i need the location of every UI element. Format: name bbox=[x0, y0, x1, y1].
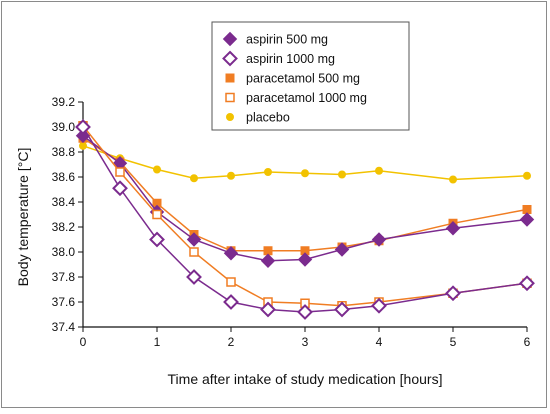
y-axis-title: Body temperature [°C] bbox=[15, 148, 31, 287]
data-point bbox=[112, 180, 128, 197]
legend-label: paracetamol 500 mg bbox=[246, 72, 360, 86]
series-line bbox=[82, 125, 528, 307]
data-point bbox=[374, 166, 383, 175]
legend: aspirin 500 mg aspirin 1000 mg paracetamol… bbox=[211, 21, 410, 131]
legend-marker bbox=[225, 73, 235, 83]
series-layer bbox=[75, 119, 535, 320]
y-tick-label: 38.0 bbox=[52, 245, 76, 259]
data-point bbox=[152, 165, 161, 174]
data-point bbox=[334, 301, 350, 318]
y-tick-label: 38.8 bbox=[52, 145, 76, 159]
x-tick-label: 0 bbox=[80, 335, 87, 349]
data-point bbox=[371, 297, 387, 314]
data-point bbox=[226, 277, 236, 287]
x-tick-label: 5 bbox=[450, 335, 457, 349]
series-placebo bbox=[79, 141, 532, 184]
series-aspirin-1000-mg bbox=[75, 119, 535, 320]
data-point bbox=[263, 167, 272, 176]
data-point bbox=[189, 247, 199, 257]
legend-label: paracetamol 1000 mg bbox=[246, 91, 367, 105]
data-point bbox=[186, 269, 202, 285]
data-point bbox=[371, 232, 387, 247]
y-tick-label: 38.2 bbox=[52, 220, 76, 234]
y-tick-label: 37.4 bbox=[52, 320, 76, 334]
data-point bbox=[337, 170, 346, 179]
y-tick-label: 39.2 bbox=[52, 95, 76, 109]
data-point bbox=[149, 231, 165, 248]
x-tick-label: 2 bbox=[228, 335, 235, 349]
x-tick-label: 6 bbox=[524, 335, 531, 349]
chart: 37.4 37.6 37.8 38.0 38.2 38.4 38.6 38.8 39.0 39.2… bbox=[15, 21, 535, 387]
axes: 37.4 37.6 37.8 38.0 38.2 38.4 38.6 38.8 39.0 39.2… bbox=[52, 95, 531, 349]
data-point bbox=[448, 175, 457, 184]
series-paracetamol-500-mg bbox=[78, 133, 532, 256]
data-point bbox=[297, 252, 313, 267]
legend-marker bbox=[222, 50, 238, 67]
data-point bbox=[523, 171, 532, 180]
data-point bbox=[445, 285, 461, 302]
data-point bbox=[75, 119, 91, 135]
legend-box bbox=[211, 21, 410, 131]
data-point bbox=[300, 169, 309, 178]
data-point bbox=[445, 221, 461, 236]
series-paracetamol-1000-mg bbox=[78, 121, 532, 311]
data-point bbox=[519, 212, 535, 227]
legend-label: aspirin 1000 mg bbox=[246, 52, 335, 66]
data-point bbox=[152, 209, 162, 220]
series-line bbox=[82, 126, 528, 313]
data-point bbox=[79, 141, 88, 150]
data-point bbox=[115, 167, 125, 177]
chart-frame: 37.4 37.6 37.8 38.0 38.2 38.4 38.6 38.8 39.0 39.2… bbox=[1, 1, 547, 408]
data-point bbox=[519, 275, 535, 292]
data-point bbox=[223, 294, 239, 310]
data-point bbox=[189, 174, 198, 183]
data-point bbox=[223, 246, 239, 261]
legend-marker bbox=[222, 31, 238, 47]
y-tick-label: 37.8 bbox=[52, 270, 76, 284]
legend-label: placebo bbox=[246, 111, 290, 125]
y-tick-label: 38.6 bbox=[52, 170, 76, 184]
data-point bbox=[297, 304, 313, 320]
legend-label: aspirin 500 mg bbox=[246, 33, 328, 47]
series-line bbox=[82, 137, 528, 252]
y-tick-label: 38.4 bbox=[52, 195, 76, 209]
x-tick-label: 4 bbox=[376, 335, 383, 349]
y-tick-label: 39.0 bbox=[52, 120, 76, 134]
series-line bbox=[82, 135, 528, 262]
data-point bbox=[260, 301, 276, 318]
data-point bbox=[334, 242, 350, 257]
legend-marker bbox=[225, 92, 235, 103]
x-tick-label: 3 bbox=[302, 335, 309, 349]
y-tick-label: 37.6 bbox=[52, 295, 76, 309]
data-point bbox=[226, 171, 235, 180]
data-point bbox=[260, 253, 276, 268]
legend-marker bbox=[225, 113, 234, 122]
x-axis-title: Time after intake of study medication [h… bbox=[168, 371, 443, 387]
data-point bbox=[186, 232, 202, 247]
x-tick-label: 1 bbox=[154, 335, 161, 349]
